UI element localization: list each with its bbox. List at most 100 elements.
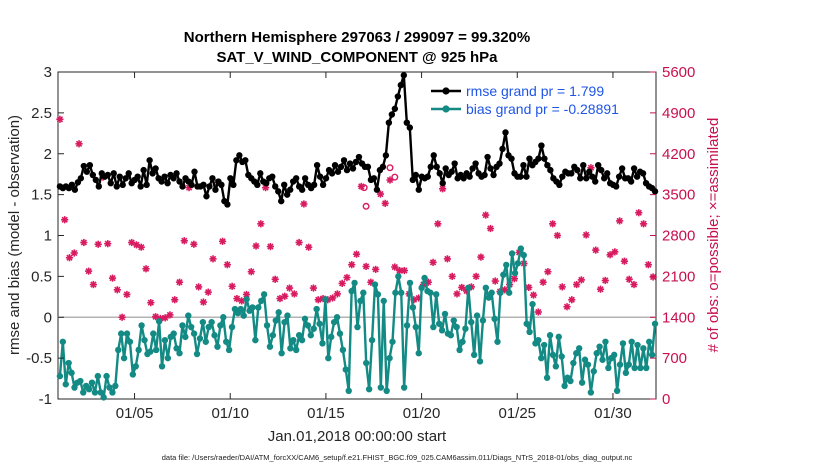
y-right-tick-label: 700: [662, 350, 687, 367]
bias-point: [613, 387, 621, 395]
rmse-point: [520, 161, 527, 169]
x-tick-label: 01/05: [116, 405, 154, 422]
legend-bias-marker: [442, 105, 450, 113]
bias-point: [152, 346, 160, 354]
rmse-point: [370, 175, 378, 182]
bias-point: [360, 289, 367, 296]
obs-possible-marker: [391, 173, 399, 181]
bias-point: [500, 271, 507, 278]
obs-marker-stroke: [568, 296, 575, 303]
bias-point: [616, 361, 624, 368]
rmse-point: [394, 93, 402, 100]
obs-marker-stroke: [90, 281, 97, 288]
rmse-point: [104, 171, 111, 179]
obs-assimilated-marker: [482, 211, 490, 219]
bias-point: [129, 371, 137, 378]
bias-point: [418, 284, 425, 292]
obs-marker-stroke: [453, 290, 461, 298]
obs-assimilated-marker: [281, 292, 289, 300]
bias-point: [581, 356, 589, 363]
bias-point: [252, 336, 259, 344]
bias-point: [526, 328, 533, 336]
obs-assimilated-marker: [285, 284, 294, 292]
obs-assimilated-marker: [477, 253, 485, 261]
rmse-point: [379, 163, 387, 171]
obs-assimilated-marker: [352, 250, 361, 258]
obs-assimilated-marker: [630, 280, 638, 289]
bias-point: [202, 338, 209, 345]
rmse-series-group: [56, 72, 659, 208]
bias-point: [476, 358, 484, 365]
obs-marker-stroke: [147, 299, 154, 306]
obs-assimilated-marker: [228, 282, 236, 290]
obs-assimilated-marker: [266, 242, 275, 251]
rmse-point: [586, 168, 593, 175]
bias-point: [59, 338, 67, 345]
rmse-point: [346, 160, 354, 167]
rmse-point: [373, 186, 381, 193]
legend: rmse grand pr = 1.799 bias grand pr = -0…: [431, 83, 619, 117]
bias-point: [345, 387, 352, 395]
bias-point: [342, 366, 350, 373]
obs-assimilated-marker: [434, 220, 442, 228]
rmse-point: [481, 171, 488, 179]
bias-point: [176, 350, 183, 357]
obs-assimilated-marker: [123, 290, 131, 299]
bias-point: [120, 354, 128, 362]
bias-point: [164, 354, 172, 362]
bias-point: [380, 297, 387, 305]
obs-assimilated-marker: [118, 313, 126, 321]
obs-assimilated-marker: [329, 294, 337, 302]
rmse-point: [490, 171, 497, 179]
obs-marker-stroke: [228, 283, 236, 290]
rmse-point: [110, 170, 117, 177]
y-tick-label: 3: [44, 64, 52, 81]
bias-point: [112, 382, 119, 390]
bias-point: [62, 381, 69, 388]
rmse-point: [460, 175, 467, 182]
bias-point: [590, 368, 597, 375]
bias-point: [348, 287, 355, 295]
bias-point: [368, 336, 376, 344]
bias-point: [602, 338, 609, 345]
rmse-point: [568, 170, 575, 177]
rmse-point: [233, 157, 240, 164]
rmse-point: [535, 155, 542, 162]
obs-assimilated-marker: [458, 283, 466, 292]
rmse-point: [618, 165, 626, 172]
rmse-point: [140, 166, 147, 174]
obs-marker-stroke: [611, 248, 619, 256]
rmse-point: [212, 186, 219, 193]
bias-point: [587, 389, 595, 396]
bias-point: [479, 317, 487, 324]
bias-point: [438, 327, 446, 334]
obs-marker-stroke: [391, 263, 398, 271]
bias-point: [488, 289, 495, 296]
obs-assimilated-marker: [252, 242, 260, 250]
rmse-point: [343, 166, 351, 174]
obs-assimilated-marker: [247, 268, 255, 276]
rmse-point: [598, 166, 605, 174]
bias-point: [473, 312, 481, 319]
bias-point: [255, 304, 262, 311]
obs-assimilated-marker: [257, 220, 265, 228]
bias-point: [290, 336, 297, 344]
bias-point: [456, 346, 463, 354]
bias-point: [453, 323, 460, 331]
obs-marker-stroke: [401, 267, 408, 274]
bias-point: [155, 318, 163, 325]
bias-point: [173, 345, 180, 352]
obs-assimilated-marker: [195, 283, 203, 291]
bias-point: [260, 291, 268, 298]
bias-point: [430, 323, 437, 331]
bias-point: [622, 369, 630, 377]
obs-marker-stroke: [118, 314, 126, 321]
bias-point: [482, 284, 490, 292]
bias-point: [406, 279, 414, 287]
obs-assimilated-marker: [309, 284, 318, 292]
rmse-point: [179, 183, 186, 190]
y-tick-label: -1: [39, 391, 52, 408]
y-tick-label: 2.5: [31, 105, 52, 122]
obs-marker-stroke: [205, 288, 212, 296]
obs-assimilated-marker: [572, 280, 581, 289]
